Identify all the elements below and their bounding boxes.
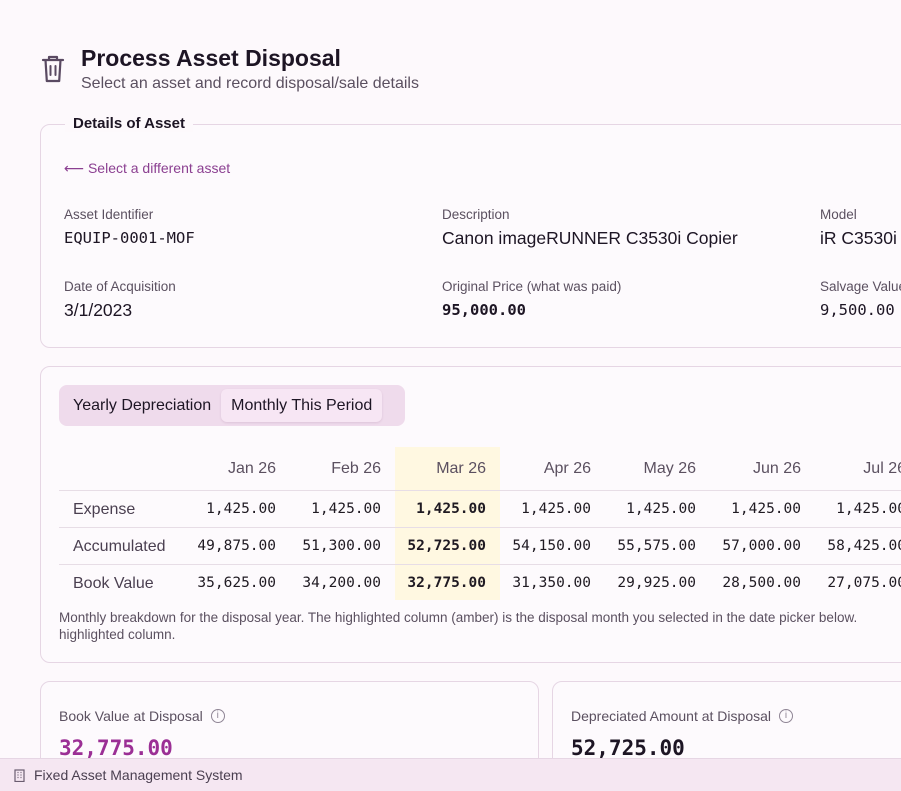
table-cell: 1,425.00 <box>206 501 276 517</box>
field-label: Asset Identifier <box>64 207 154 222</box>
schedule-note: Monthly breakdown for the disposal year.… <box>59 610 858 642</box>
table-row: Expense 1,425.00 1,425.00 1,425.00 1,425.00 1… <box>59 490 901 527</box>
original-price-value: 95,000.00 <box>442 301 526 319</box>
table-cell: 51,300.00 <box>302 538 381 554</box>
table-cell: 1,425.00 <box>836 501 901 517</box>
acquisition-date-value: 3/1/2023 <box>64 300 133 320</box>
field-label: Description <box>442 207 510 222</box>
description-field: Description Canon imageRUNNER C3530i Cop… <box>442 207 738 249</box>
model-value: iR C3530i <box>820 228 897 248</box>
asset-identifier-value: EQUIP-0001-MOF <box>64 229 195 247</box>
table-header-row: Jan 26 Feb 26 Mar 26 Apr 26 May 26 Jun 26 Jul … <box>59 447 901 490</box>
table-cell: 29,925.00 <box>617 575 696 591</box>
month-header: Apr 26 <box>543 460 591 477</box>
book-value-label: Book Value at Disposal <box>59 708 203 724</box>
trash-icon <box>41 55 65 83</box>
info-icon[interactable]: i <box>210 709 225 723</box>
page-title: Process Asset Disposal <box>81 45 341 71</box>
table-cell: 52,725.00 <box>407 538 486 554</box>
table-cell: 28,500.00 <box>722 575 801 591</box>
month-header: May 26 <box>643 460 696 477</box>
page-header: Process Asset Disposal Select an asset a… <box>40 44 419 93</box>
month-header: Mar 26 <box>436 460 486 477</box>
month-header: Jul 26 <box>863 460 901 477</box>
asset-details-panel: Details of Asset ⟵ Select a different as… <box>40 115 901 348</box>
table-cell: 31,350.00 <box>512 575 591 591</box>
table-row: Book Value 35,625.00 34,200.00 32,775.00 31,… <box>59 564 901 601</box>
original-price-field: Original Price (what was paid) 95,000.00 <box>442 279 621 319</box>
table-cell: 55,575.00 <box>617 538 696 554</box>
tab-monthly-this-period[interactable]: Monthly This Period <box>221 389 383 422</box>
field-label: Date of Acquisition <box>64 279 176 294</box>
row-label: Accumulated <box>73 538 166 555</box>
table-cell: 27,075.00 <box>827 575 901 591</box>
field-label: Original Price (what was paid) <box>442 279 622 294</box>
table-cell: 1,425.00 <box>731 501 801 517</box>
description-value: Canon imageRUNNER C3530i Copier <box>442 228 738 248</box>
disposal-month-highlight <box>395 447 500 600</box>
table-cell: 1,425.00 <box>521 501 591 517</box>
info-icon[interactable]: i <box>779 709 793 723</box>
building-icon <box>14 768 25 782</box>
depreciated-amount-label: Depreciated Amount at Disposal <box>571 708 771 724</box>
table-cell: 1,425.00 <box>626 501 696 517</box>
table-cell: 34,200.00 <box>302 575 381 591</box>
salvage-value-field: Salvage Value 9,500.00 <box>820 279 901 319</box>
depreciation-schedule-card: Yearly Depreciation Monthly This Period … <box>40 366 901 663</box>
table-cell: 1,425.00 <box>311 501 381 517</box>
field-label: Model <box>820 207 857 222</box>
depreciated-label-row: Depreciated Amount at Disposal i <box>571 708 793 724</box>
table-cell: 54,150.00 <box>512 538 591 554</box>
row-label: Expense <box>73 501 136 518</box>
schedule-tabs: Yearly Depreciation Monthly This Period <box>59 385 405 426</box>
month-header: Feb 26 <box>331 460 381 477</box>
select-different-asset-link[interactable]: ⟵ Select a different asset <box>64 160 231 176</box>
field-label: Salvage Value <box>820 279 901 294</box>
table-row: Accumulated 49,875.00 51,300.00 52,725.00 54… <box>59 527 901 564</box>
table-cell: 35,625.00 <box>197 575 276 591</box>
acquisition-date-field: Date of Acquisition 3/1/2023 <box>64 279 176 321</box>
details-legend: Details of Asset <box>65 115 193 132</box>
month-header: Jun 26 <box>752 460 801 477</box>
table-cell: 58,425.00 <box>827 538 901 554</box>
book-value-label-row: Book Value at Disposal i <box>59 708 225 724</box>
table-cell: 32,775.00 <box>407 575 486 591</box>
depreciated-amount-value: 52,725.00 <box>571 736 685 760</box>
table-cell: 49,875.00 <box>197 538 276 554</box>
page-subtitle: Select an asset and record disposal/sale… <box>81 75 419 92</box>
salvage-value: 9,500.00 <box>820 301 895 319</box>
tab-yearly-depreciation[interactable]: Yearly Depreciation <box>73 397 212 414</box>
table-cell: 1,425.00 <box>416 501 486 517</box>
book-value-amount: 32,775.00 <box>59 736 173 760</box>
model-field: Model iR C3530i <box>820 207 897 249</box>
row-label: Book Value <box>73 575 154 592</box>
asset-identifier-field: Asset Identifier EQUIP-0001-MOF <box>64 207 195 247</box>
footer-text: Fixed Asset Management System <box>34 767 243 783</box>
month-header: Jan 26 <box>227 460 276 477</box>
table-cell: 57,000.00 <box>722 538 801 554</box>
app-footer: Fixed Asset Management System <box>0 758 901 791</box>
